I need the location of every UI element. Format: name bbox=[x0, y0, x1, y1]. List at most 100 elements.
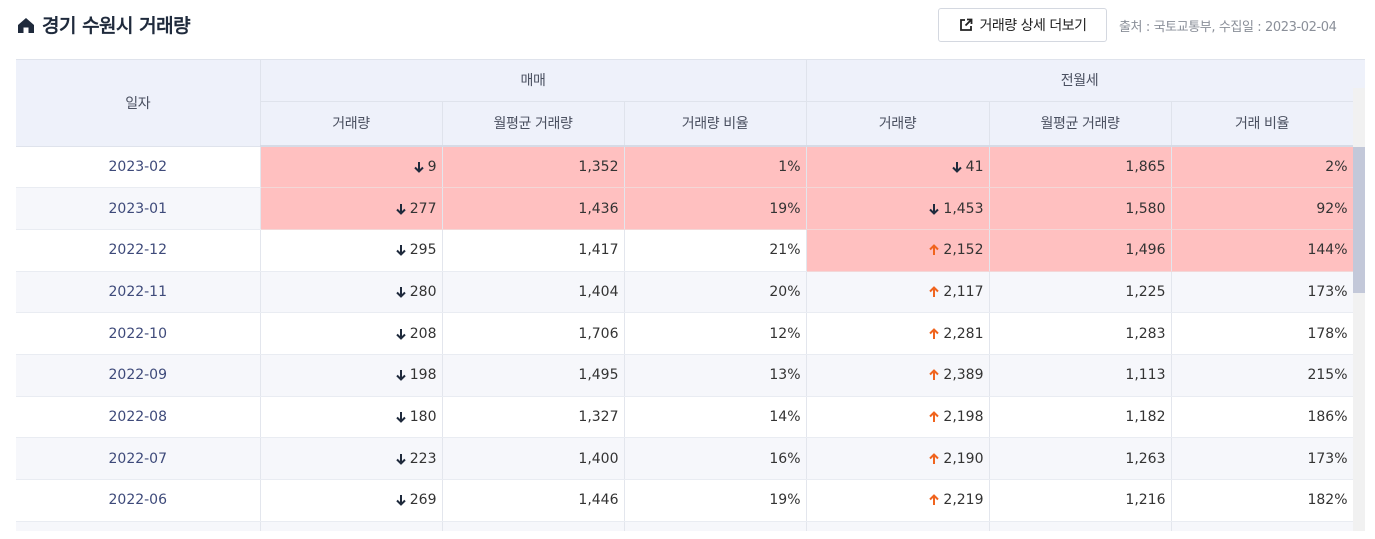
sale-ratio-value: 1% bbox=[778, 159, 801, 176]
cell-rent-volume: 2,219 bbox=[806, 479, 990, 522]
volume-table-container[interactable]: 일자 매매 전월세 거래량 월평균 거래량 거래량 비율 거래량 월평균 거래량… bbox=[16, 59, 1365, 531]
detail-more-button[interactable]: 거래량 상세 더보기 bbox=[938, 8, 1107, 42]
rent-volume-value: 2,389 bbox=[943, 367, 984, 384]
cell-sale-ratio: 1% bbox=[624, 146, 807, 189]
date-link[interactable]: 2022-08 bbox=[108, 408, 168, 425]
sale-avg-value: 1,404 bbox=[578, 283, 619, 300]
source-text: 출처 : 국토교통부, 수집일 : 2023-02-04 bbox=[1119, 20, 1337, 35]
arrow-down-icon bbox=[396, 453, 406, 465]
cell-empty bbox=[1171, 521, 1354, 531]
arrow-down-icon bbox=[396, 411, 406, 423]
cell-sale-volume: 280 bbox=[260, 271, 443, 314]
cell-rent-monthly-avg: 1,263 bbox=[989, 437, 1172, 480]
cell-rent-ratio: 92% bbox=[1171, 187, 1354, 230]
date-link[interactable]: 2023-01 bbox=[108, 200, 168, 217]
arrow-down-icon bbox=[396, 245, 406, 257]
arrow-down-icon bbox=[413, 162, 424, 174]
date-link[interactable]: 2022-06 bbox=[108, 492, 168, 509]
cell-sale-volume: 269 bbox=[260, 479, 443, 522]
table-row: 2022-11 280 1,404 20% 2,117 1,225 173% bbox=[16, 271, 1354, 314]
col-header-rent-volume: 거래량 bbox=[806, 101, 990, 147]
rent-volume-value: 1,453 bbox=[943, 200, 984, 217]
rent-avg-value: 1,216 bbox=[1125, 492, 1166, 509]
arrow-down-icon bbox=[396, 286, 406, 298]
arrow-up-icon bbox=[929, 327, 940, 339]
col-group-rent: 전월세 bbox=[806, 60, 1354, 102]
cell-date: 2022-11 bbox=[16, 271, 261, 314]
arrow-down-icon bbox=[396, 370, 406, 382]
cell-rent-monthly-avg: 1,216 bbox=[989, 479, 1172, 522]
cell-sale-monthly-avg: 1,417 bbox=[442, 229, 625, 272]
table-row: 2022-10 208 1,706 12% 2,281 1,283 178% bbox=[16, 312, 1354, 355]
cell-rent-volume: 2,117 bbox=[806, 271, 990, 314]
arrow-down-icon bbox=[951, 162, 962, 174]
col-header-rent-ratio: 거래 비율 bbox=[1171, 101, 1354, 147]
arrow-down-icon bbox=[396, 495, 406, 507]
sale-ratio-value: 21% bbox=[769, 242, 801, 259]
sale-ratio-value: 20% bbox=[769, 283, 801, 300]
table-row: 2023-02 9 1,352 1% 41 1,865 2% bbox=[16, 146, 1354, 189]
date-link[interactable]: 2022-12 bbox=[108, 242, 168, 259]
cell-rent-ratio: 173% bbox=[1171, 271, 1354, 314]
col-header-sale-volume: 거래량 bbox=[260, 101, 443, 147]
cell-sale-ratio: 13% bbox=[624, 354, 807, 397]
cell-sale-ratio: 19% bbox=[624, 479, 807, 522]
cell-sale-volume: 223 bbox=[260, 437, 443, 480]
cell-sale-monthly-avg: 1,404 bbox=[442, 271, 625, 314]
volume-table: 일자 매매 전월세 거래량 월평균 거래량 거래량 비율 거래량 월평균 거래량… bbox=[16, 60, 1354, 531]
sale-volume-value: 223 bbox=[409, 450, 437, 467]
rent-avg-value: 1,496 bbox=[1125, 242, 1166, 259]
cell-rent-volume: 41 bbox=[806, 146, 990, 189]
sale-volume-value: 269 bbox=[409, 492, 437, 509]
date-link[interactable]: 2022-09 bbox=[108, 367, 168, 384]
sale-avg-value: 1,417 bbox=[578, 242, 619, 259]
cell-empty bbox=[989, 521, 1172, 531]
title-group: 경기 수원시 거래량 bbox=[16, 11, 191, 38]
sale-ratio-value: 19% bbox=[769, 492, 801, 509]
cell-empty bbox=[16, 521, 261, 531]
page-title: 경기 수원시 거래량 bbox=[42, 15, 191, 37]
rent-volume-value: 2,190 bbox=[943, 450, 984, 467]
cell-sale-volume: 295 bbox=[260, 229, 443, 272]
col-header-rent-monthly-avg: 월평균 거래량 bbox=[989, 101, 1172, 147]
rent-volume-value: 41 bbox=[965, 159, 984, 176]
cell-date: 2022-12 bbox=[16, 229, 261, 272]
rent-volume-value: 2,281 bbox=[943, 325, 984, 342]
cell-date: 2022-09 bbox=[16, 354, 261, 397]
arrow-down-icon bbox=[929, 203, 940, 215]
col-header-date: 일자 bbox=[16, 60, 261, 147]
cell-rent-ratio: 215% bbox=[1171, 354, 1354, 397]
sale-ratio-value: 13% bbox=[769, 367, 801, 384]
rent-volume-value: 2,219 bbox=[943, 492, 984, 509]
sale-avg-value: 1,706 bbox=[578, 325, 619, 342]
cell-sale-volume: 277 bbox=[260, 187, 443, 230]
sale-volume-value: 198 bbox=[409, 367, 437, 384]
scrollbar-thumb[interactable] bbox=[1353, 147, 1365, 293]
arrow-up-icon bbox=[929, 244, 940, 256]
cell-rent-volume: 2,281 bbox=[806, 312, 990, 355]
cell-empty bbox=[806, 521, 990, 531]
cell-date: 2022-10 bbox=[16, 312, 261, 355]
arrow-down-icon bbox=[396, 328, 406, 340]
sale-avg-value: 1,436 bbox=[578, 200, 619, 217]
sale-ratio-value: 12% bbox=[769, 325, 801, 342]
cell-sale-monthly-avg: 1,400 bbox=[442, 437, 625, 480]
col-header-sale-monthly-avg: 월평균 거래량 bbox=[442, 101, 625, 147]
table-row: 2022-08 180 1,327 14% 2,198 1,182 186% bbox=[16, 396, 1354, 439]
rent-avg-value: 1,182 bbox=[1125, 408, 1166, 425]
rent-ratio-value: 173% bbox=[1307, 283, 1348, 300]
sale-avg-value: 1,495 bbox=[578, 367, 619, 384]
arrow-up-icon bbox=[929, 494, 940, 506]
cell-sale-monthly-avg: 1,706 bbox=[442, 312, 625, 355]
arrow-down-icon bbox=[396, 203, 406, 215]
cell-rent-monthly-avg: 1,865 bbox=[989, 146, 1172, 189]
cell-rent-volume: 1,453 bbox=[806, 187, 990, 230]
arrow-up-icon bbox=[929, 411, 940, 422]
table-row-partial bbox=[16, 521, 1354, 531]
date-link[interactable]: 2022-10 bbox=[108, 325, 168, 342]
date-link[interactable]: 2022-07 bbox=[108, 450, 168, 467]
table-row: 2022-09 198 1,495 13% 2,389 1,113 215% bbox=[16, 354, 1354, 397]
date-link[interactable]: 2022-11 bbox=[108, 283, 168, 300]
sale-ratio-value: 16% bbox=[769, 450, 801, 467]
date-link[interactable]: 2023-02 bbox=[108, 158, 168, 175]
